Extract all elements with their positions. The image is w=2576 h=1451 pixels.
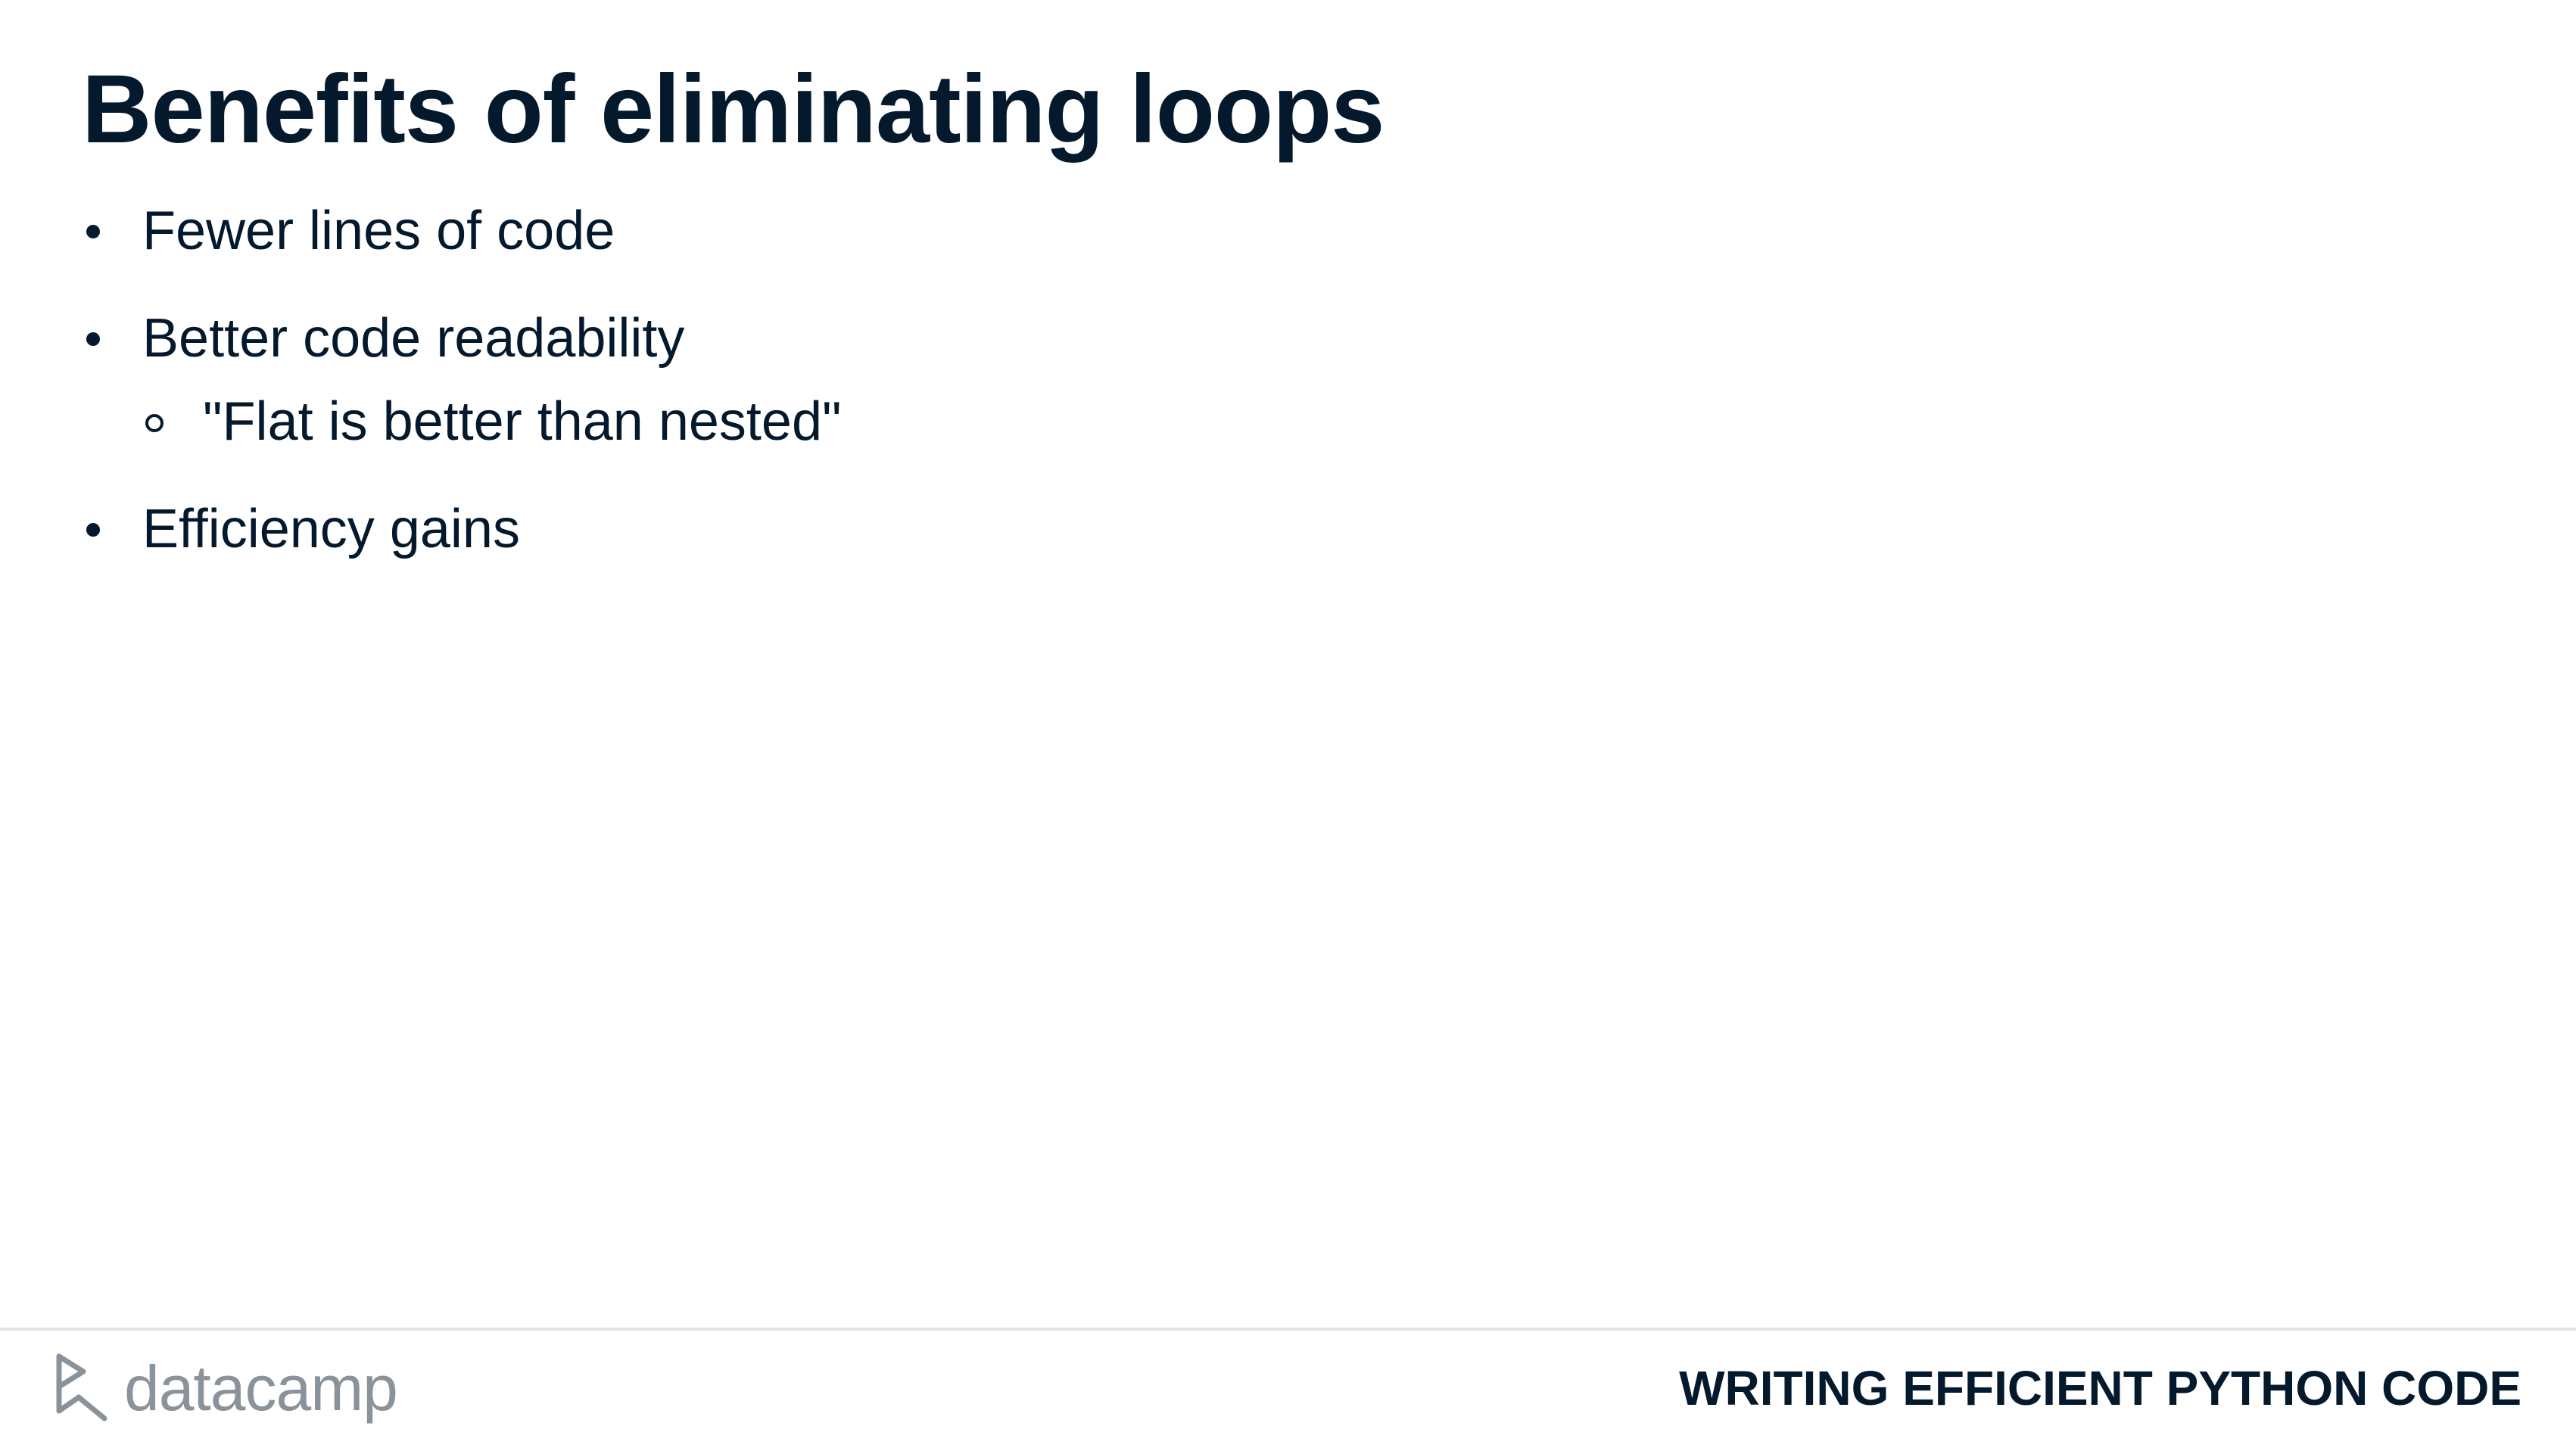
bullet-dot-icon [86,225,100,238]
hollow-bullet-icon [145,414,164,432]
sub-bullet-list: "Flat is better than nested" [142,380,842,463]
footer-divider [0,1328,2576,1331]
datacamp-logo-icon [56,1353,107,1421]
bullet-list: Fewer lines of code Better code readabil… [82,189,842,595]
logo-text: datacamp [124,1353,398,1424]
sub-bullet-item: "Flat is better than nested" [142,380,842,463]
bullet-item: Better code readability "Flat is better … [82,297,842,463]
bullet-dot-icon [86,523,100,537]
sub-bullet-text: "Flat is better than nested" [203,391,842,452]
bullet-text: Fewer lines of code [142,201,615,261]
bullet-text: Efficiency gains [142,499,520,559]
bullet-dot-icon [86,332,100,346]
slide-title: Benefits of eliminating loops [82,55,1385,163]
bullet-item: Efficiency gains [82,487,842,571]
course-title: WRITING EFFICIENT PYTHON CODE [1679,1361,2521,1415]
bullet-text: Better code readability [142,308,685,369]
bullet-item: Fewer lines of code [82,189,842,272]
datacamp-logo: datacamp [53,1350,398,1426]
